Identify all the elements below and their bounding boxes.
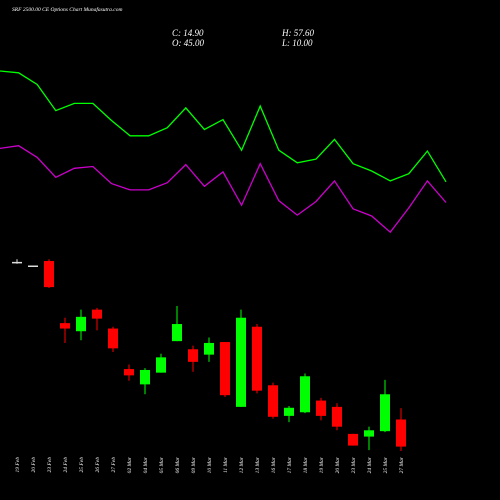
candle-body [108, 328, 118, 349]
candle-body [172, 324, 182, 342]
candle-body [28, 265, 38, 268]
x-tick-label: 11 Mar [223, 456, 229, 473]
x-tick-label: 23 Mar [351, 456, 357, 473]
candle-body [268, 385, 278, 417]
x-tick-label: 20 Mar [335, 456, 341, 473]
candle-body [364, 430, 374, 437]
candle-body [300, 376, 310, 413]
x-tick-label: 10 Mar [207, 456, 213, 473]
candle-body [380, 394, 390, 432]
indicator-line [0, 145, 447, 234]
x-tick-label: 18 Mar [303, 456, 309, 473]
x-tick-label: 25 Mar [383, 456, 389, 473]
low-label: L: 10.00 [281, 38, 313, 48]
candle-body [252, 326, 262, 391]
x-tick-label: 12 Mar [239, 456, 245, 473]
candle-body [156, 357, 166, 373]
x-tick-label: 27 Feb [111, 457, 117, 473]
candle-body [12, 261, 22, 264]
x-tick-label: 26 Feb [95, 457, 101, 473]
x-tick-label: 16 Mar [271, 456, 277, 473]
candle-body [220, 342, 230, 396]
candle-body [332, 406, 342, 427]
x-tick-label: 09 Mar [191, 456, 197, 473]
x-tick-label: 19 Mar [319, 456, 325, 473]
x-tick-label: 17 Mar [287, 456, 293, 473]
candle-body [44, 261, 54, 288]
candle-body [396, 419, 406, 447]
candle-body [188, 349, 198, 362]
candle-body [236, 317, 246, 407]
x-tick-label: 02 Mar [127, 456, 133, 473]
x-tick-label: 27 Mar [399, 456, 405, 473]
candle-body [140, 369, 150, 385]
candle-body [204, 342, 214, 355]
x-tick-label: 20 Feb [31, 457, 37, 473]
indicator-line [0, 70, 447, 183]
high-label: H: 57.60 [281, 28, 314, 38]
x-tick-label: 25 Feb [79, 457, 85, 473]
x-tick-label: 13 Mar [255, 456, 261, 473]
x-tick-label: 06 Mar [175, 456, 181, 473]
candle-body [124, 369, 134, 376]
x-tick-label: 23 Feb [47, 457, 53, 473]
candle-body [76, 316, 86, 332]
x-tick-label: 24 Feb [62, 457, 69, 473]
candle-body [316, 400, 326, 416]
candle-body [348, 433, 358, 446]
x-tick-label: 05 Mar [159, 456, 165, 473]
x-tick-label: 24 Mar [366, 456, 373, 473]
candle-body [284, 407, 294, 416]
chart-title: SRF 2500.00 CE Options Chart Munafasutra… [12, 6, 122, 13]
x-tick-label: 04 Mar [142, 456, 149, 473]
candle-body [60, 323, 70, 329]
candle-body [92, 309, 102, 319]
close-label: C: 14.90 [172, 28, 204, 38]
open-label: O: 45.00 [172, 38, 204, 48]
x-tick-label: 19 Feb [15, 457, 21, 473]
